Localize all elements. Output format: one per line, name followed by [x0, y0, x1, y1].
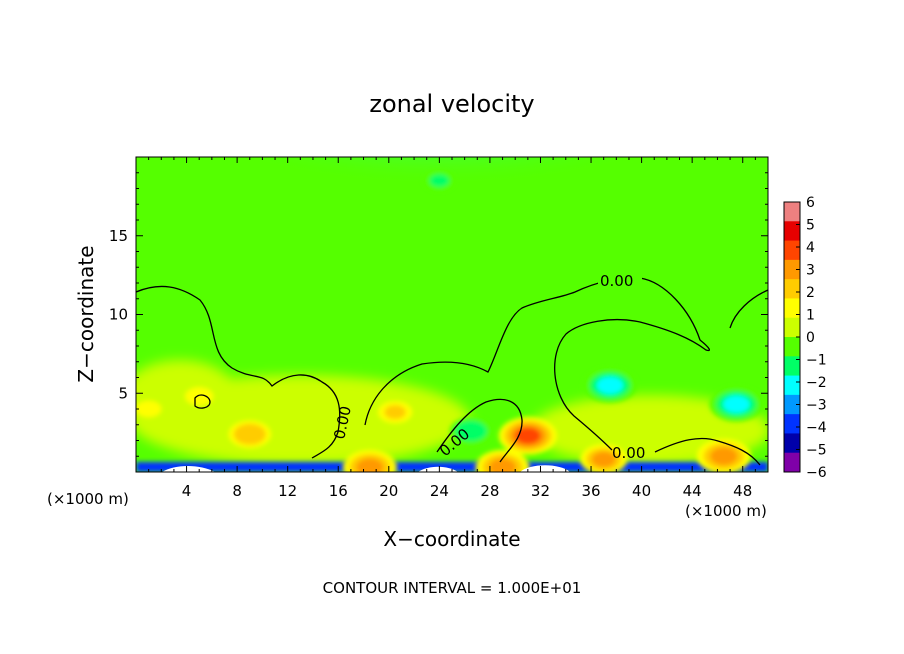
x-tick-label: 32	[531, 482, 550, 500]
colorbar-swatch	[784, 414, 800, 434]
contour-line	[436, 398, 523, 463]
y-axis: 5 10 15	[109, 172, 768, 457]
x-tick-label: 16	[329, 482, 348, 500]
anomaly	[377, 400, 413, 424]
y-tick-label: 5	[118, 384, 128, 402]
x-axis-label: X−coordinate	[383, 527, 520, 551]
zero-contours	[136, 276, 768, 466]
colorbar-tick-label: 2	[806, 285, 815, 301]
anomaly	[423, 170, 456, 191]
colorbar-tick-label: −5	[806, 443, 827, 459]
heatmap-field	[136, 157, 768, 472]
contour-line	[729, 289, 768, 329]
x-tick-label: 36	[581, 482, 600, 500]
colorbar-swatch	[784, 375, 800, 396]
x-tick-label: 44	[683, 482, 702, 500]
anomaly-ring	[384, 405, 406, 420]
colorbar-swatch	[784, 221, 800, 242]
colorbar-tick-label: −2	[806, 375, 827, 391]
x-tick-label: 24	[430, 482, 449, 500]
chart-title: zonal velocity	[369, 90, 534, 118]
x-tick-label: 4	[182, 482, 192, 500]
anomaly	[583, 367, 637, 403]
y-tick-label: 15	[109, 227, 128, 245]
anomaly	[475, 449, 530, 472]
anomaly	[228, 420, 272, 449]
anomaly-ring	[356, 458, 384, 472]
colorbar-swatch	[784, 240, 800, 261]
white-patch	[418, 466, 458, 472]
anomaly-ring	[489, 458, 517, 472]
anomaly-ring	[136, 400, 162, 418]
anomaly	[580, 444, 628, 472]
anomaly-ring	[460, 424, 482, 438]
colorbar: 6 5 4 3 2 1 0 −1 −2 −3 −4 −5 −6	[783, 195, 827, 481]
anomaly	[498, 416, 557, 455]
anomaly-ring	[515, 427, 541, 445]
contour-line	[364, 276, 711, 451]
contour-interval-note: CONTOUR INTERVAL = 1.000E+01	[323, 579, 582, 597]
colorbar-tick-label: 5	[806, 218, 815, 234]
x-tick-label: 48	[733, 482, 752, 500]
anomaly	[709, 386, 764, 422]
colorbar-tick-label: 1	[806, 308, 815, 324]
x-tick-label: 28	[480, 482, 499, 500]
x-tick-label: 20	[379, 482, 398, 500]
anomaly	[136, 400, 162, 418]
anomaly	[342, 449, 397, 472]
colorbar-tick-label: 4	[806, 240, 815, 256]
colorbar-tick-label: −3	[806, 398, 827, 414]
anomaly-ring	[239, 427, 261, 442]
colorbar-swatch	[784, 279, 800, 299]
anomaly-ring	[722, 395, 750, 414]
contour-label-bg	[598, 272, 642, 288]
y-axis-label: Z−coordinate	[74, 245, 98, 382]
anomaly	[449, 417, 493, 445]
upper-cyan-region	[140, 157, 740, 290]
colorbar-swatch	[784, 317, 800, 338]
x-tick-label: 12	[278, 482, 297, 500]
contour-label: 0.00	[600, 272, 633, 290]
colorbar-tick-label: −6	[806, 465, 827, 481]
colorbar-tick-label: 0	[806, 330, 815, 346]
anomaly-ring	[591, 451, 616, 468]
anomaly-ring	[429, 174, 450, 188]
contour-label: 0.00	[612, 444, 645, 462]
anomaly-ring	[710, 447, 738, 465]
anomaly-ring	[596, 376, 624, 395]
colorbar-tick-label: −4	[806, 420, 827, 436]
contour-line	[136, 285, 341, 459]
x-unit-left: (×1000 m)	[47, 490, 129, 508]
colorbar-swatch	[784, 337, 800, 357]
colorbar-swatch	[784, 452, 800, 473]
x-unit-right: (×1000 m)	[685, 502, 767, 520]
contour-line	[194, 394, 211, 409]
colorbar-tick-label: 3	[806, 263, 815, 279]
white-patch	[520, 465, 570, 472]
colorbar-swatch	[784, 356, 800, 377]
colorbar-swatch	[784, 394, 800, 415]
x-tick-label: 40	[632, 482, 651, 500]
x-tick-label: 8	[232, 482, 242, 500]
colorbar-tick-label: −1	[806, 353, 827, 369]
bottom-blue-layer	[136, 462, 768, 472]
x-axis: 4 8 12 16 20 24 28 32 36 40 44 48	[148, 157, 756, 500]
colorbar-swatch	[784, 259, 800, 280]
colorbar-tick-label: 6	[806, 195, 815, 211]
white-patch	[162, 466, 215, 472]
contour-line	[654, 437, 761, 466]
left-yellowgreen-band	[136, 360, 240, 440]
anomaly	[696, 438, 751, 472]
colorbar-swatch	[784, 433, 800, 454]
y-tick-label: 10	[109, 306, 128, 324]
colorbar-swatch	[784, 298, 800, 319]
colorbar-swatch	[784, 202, 800, 222]
